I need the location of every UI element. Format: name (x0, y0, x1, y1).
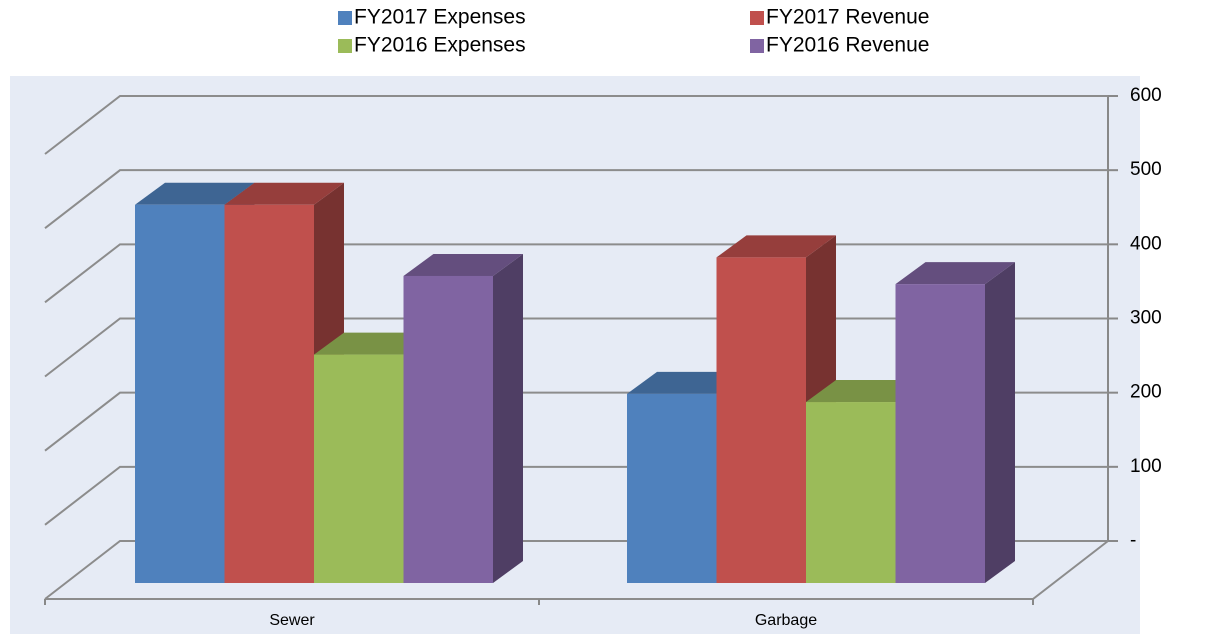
bar-top (716, 235, 836, 258)
bar-top (895, 262, 1015, 285)
bar-top (135, 182, 255, 205)
bar (314, 354, 404, 583)
y-tick-label: - (1130, 530, 1136, 551)
legend-swatch (750, 11, 764, 25)
legend-swatch (338, 11, 352, 25)
grid-line (44, 95, 1108, 155)
bar-top (224, 182, 344, 205)
legend-label: FY2017 Expenses (354, 6, 526, 29)
legend-label: FY2016 Expenses (354, 34, 526, 57)
bar (224, 204, 314, 583)
bar (716, 257, 806, 583)
y-tick-label: 200 (1130, 382, 1162, 403)
x-tick-label: Garbage (755, 612, 817, 629)
legend-label: FY2017 Revenue (766, 6, 929, 29)
legend-label: FY2016 Revenue (766, 34, 929, 57)
bar (627, 393, 717, 583)
bar (806, 402, 896, 583)
y-tick-label: 600 (1130, 85, 1162, 106)
bar (895, 284, 985, 583)
bar-side (985, 262, 1015, 583)
bar (403, 275, 493, 583)
y-tick-label: 500 (1130, 159, 1162, 180)
legend-swatch (750, 39, 764, 53)
x-tick-label: Sewer (269, 612, 315, 629)
grid-line (44, 169, 1108, 229)
bar-side (493, 253, 523, 583)
legend-swatch (338, 39, 352, 53)
y-tick-label: 100 (1130, 456, 1162, 477)
bar (135, 204, 225, 583)
y-tick-label: 300 (1130, 308, 1162, 329)
y-tick-label: 400 (1130, 233, 1162, 254)
bar-top (403, 253, 523, 276)
